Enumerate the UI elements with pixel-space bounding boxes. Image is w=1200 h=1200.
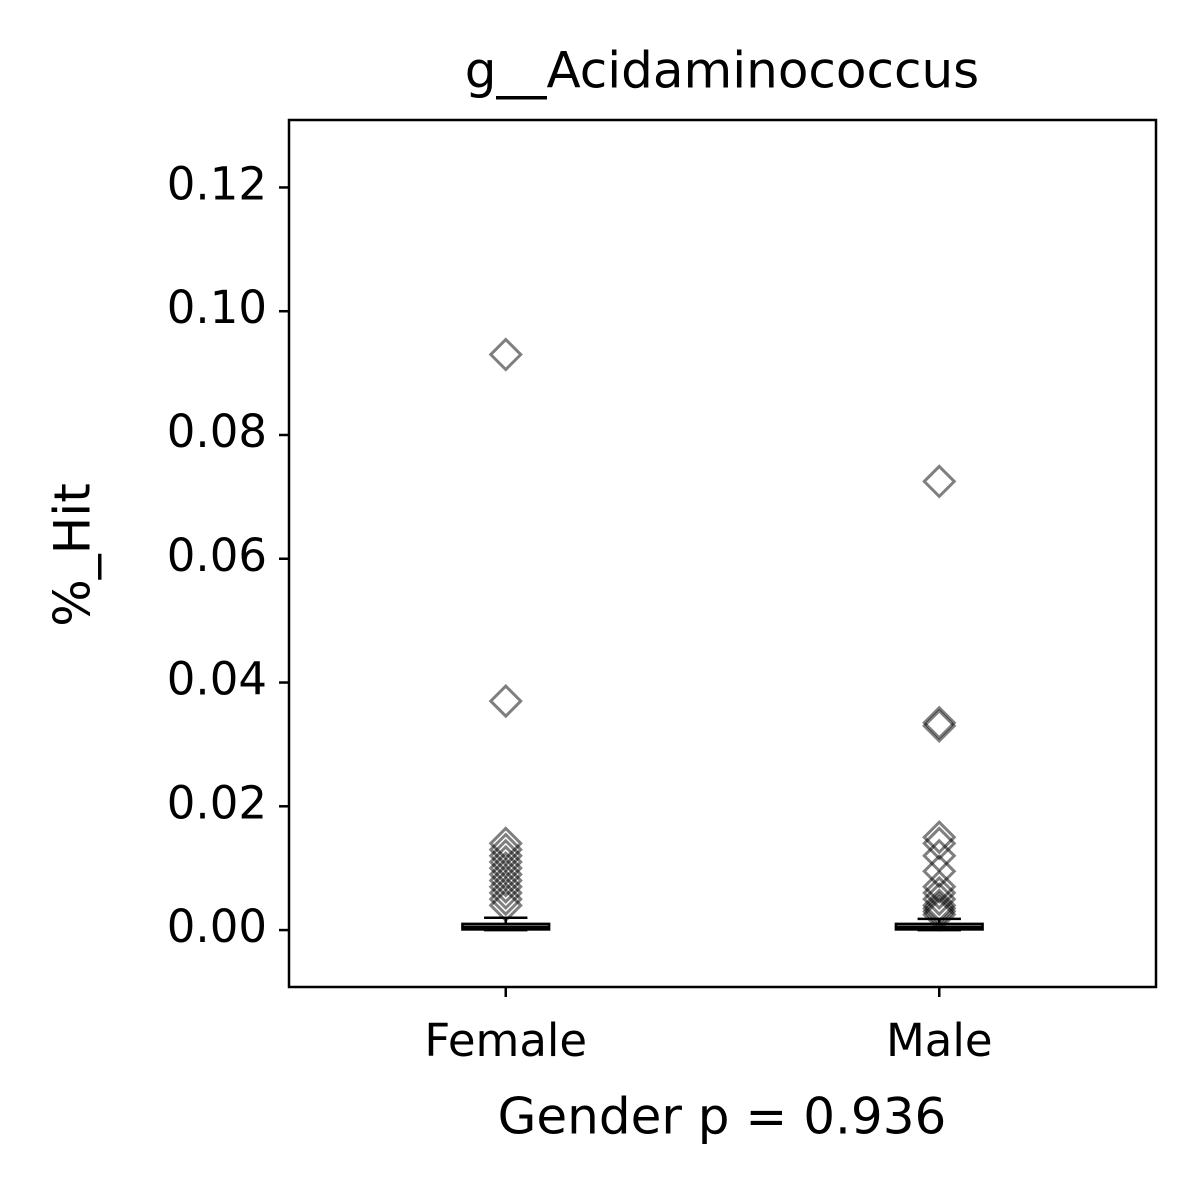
outlier xyxy=(922,869,957,904)
x-axis-label: Gender p = 0.936 xyxy=(498,1088,947,1146)
y-tick-label: 0.00 xyxy=(167,900,267,953)
y-tick-label: 0.02 xyxy=(167,776,267,829)
outlier xyxy=(488,337,523,372)
y-tick-label: 0.12 xyxy=(167,157,267,210)
y-tick-label: 0.06 xyxy=(167,529,267,582)
outlier xyxy=(922,854,957,889)
outlier xyxy=(922,875,957,911)
outlier xyxy=(922,708,957,743)
outlier xyxy=(922,826,957,861)
outlier xyxy=(488,683,523,719)
outlier xyxy=(488,869,523,904)
outlier xyxy=(922,891,957,926)
x-tick-label: Female xyxy=(424,1014,587,1067)
outlier xyxy=(922,888,957,923)
outlier xyxy=(488,863,523,898)
y-tick-label: 0.04 xyxy=(167,653,267,706)
outlier xyxy=(922,894,957,929)
outlier xyxy=(922,464,957,499)
outlier xyxy=(488,882,523,917)
y-tick-label: 0.08 xyxy=(167,405,267,458)
outlier xyxy=(488,875,523,911)
outlier xyxy=(922,705,957,740)
outlier xyxy=(922,820,957,855)
x-tick-label: Male xyxy=(886,1014,993,1067)
outlier xyxy=(922,882,957,917)
y-tick-label: 0.10 xyxy=(167,281,267,334)
plot-frame xyxy=(287,118,1158,989)
outlier xyxy=(922,897,957,932)
chart-title: g__Acidaminococcus xyxy=(465,42,980,100)
outlier xyxy=(488,888,523,923)
y-axis-label: %_Hit xyxy=(44,483,102,627)
